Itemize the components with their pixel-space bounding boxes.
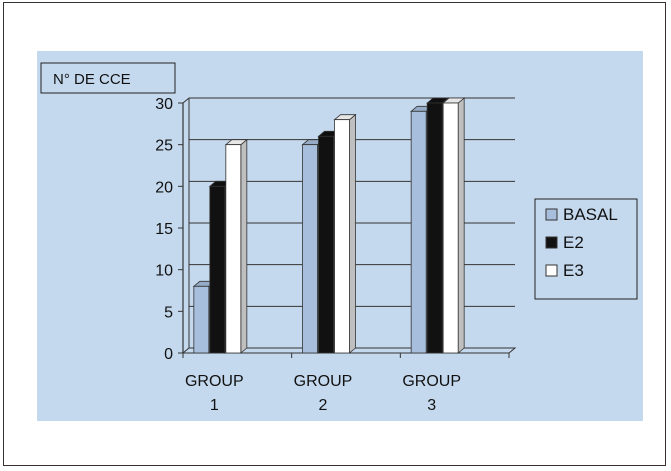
- legend-label: BASAL: [563, 205, 618, 224]
- x-tick-label: GROUP: [294, 373, 353, 390]
- figure-frame: N° DE CCE 0 5 10 15 20 25 30 GROUP 1 GROUP 2 GROUP…: [3, 2, 666, 466]
- bar: [442, 97, 466, 354]
- x-tick-label: GROUP: [402, 373, 461, 390]
- chart-panel: N° DE CCE 0 5 10 15 20 25 30 GROUP 1 GROUP 2 GROUP…: [37, 51, 643, 421]
- y-tick-label: 5: [164, 304, 173, 321]
- y-tick-label: 30: [155, 96, 173, 113]
- y-axis-label-border: [40, 62, 176, 94]
- axes: [178, 97, 517, 358]
- y-tick-labels: 0 5 10 15 20 25 30: [155, 96, 173, 363]
- legend-swatch: [545, 264, 558, 277]
- x-tick-label: 2: [319, 397, 328, 414]
- y-axis-top-edge: [182, 97, 190, 104]
- y-tick-label: 25: [155, 138, 173, 155]
- legend-item: E3: [545, 261, 584, 280]
- legend-swatch: [545, 236, 558, 249]
- legend-label: E3: [563, 261, 584, 280]
- legend-swatch: [545, 208, 558, 221]
- x-tick-labels: GROUP 1 GROUP 2 GROUP 3: [185, 373, 461, 414]
- bar: [333, 113, 357, 354]
- x-tick-label: 3: [427, 397, 436, 414]
- y-tick-label: 0: [164, 346, 173, 363]
- bar: [224, 138, 248, 354]
- legend-label: E2: [563, 233, 584, 252]
- legend-item: E2: [545, 233, 584, 252]
- y-axis-label: N° DE CCE: [53, 71, 131, 88]
- x-tick-label: 1: [210, 397, 219, 414]
- y-axis-label-box: N° DE CCE: [40, 62, 176, 94]
- y-tick-label: 15: [155, 221, 173, 238]
- x-tick-label: GROUP: [185, 373, 244, 390]
- y-tick-label: 10: [155, 263, 173, 280]
- bars: [192, 97, 466, 354]
- legend-item: BASAL: [545, 205, 618, 224]
- y-tick-label: 20: [155, 179, 173, 196]
- legend: BASAL E2 E3: [534, 198, 638, 300]
